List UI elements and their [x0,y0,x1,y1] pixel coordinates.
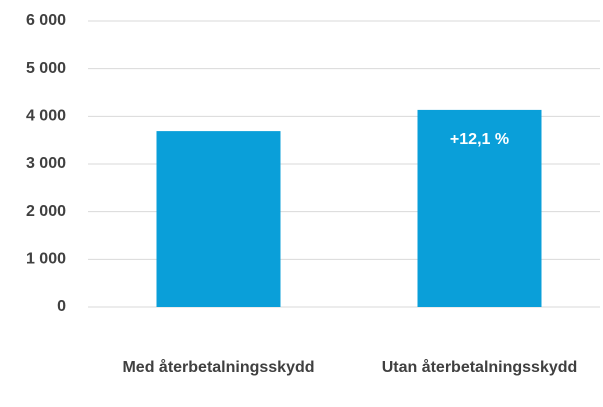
y-tick-label: 2 000 [26,203,66,220]
y-tick-label: 1 000 [26,251,66,268]
y-tick-label: 6 000 [26,12,66,29]
y-tick-label: 0 [57,298,66,315]
x-tick-label: Utan återbetalningsskydd [381,359,578,376]
y-tick-label: 5 000 [26,60,66,77]
bar [417,109,542,307]
annotation: +12,1 % [450,131,509,148]
bar [156,131,281,307]
x-tick-label: Med återbetalningsskydd [122,359,315,376]
y-tick-label: 4 000 [26,108,66,125]
y-tick-label: 3 000 [26,155,66,172]
